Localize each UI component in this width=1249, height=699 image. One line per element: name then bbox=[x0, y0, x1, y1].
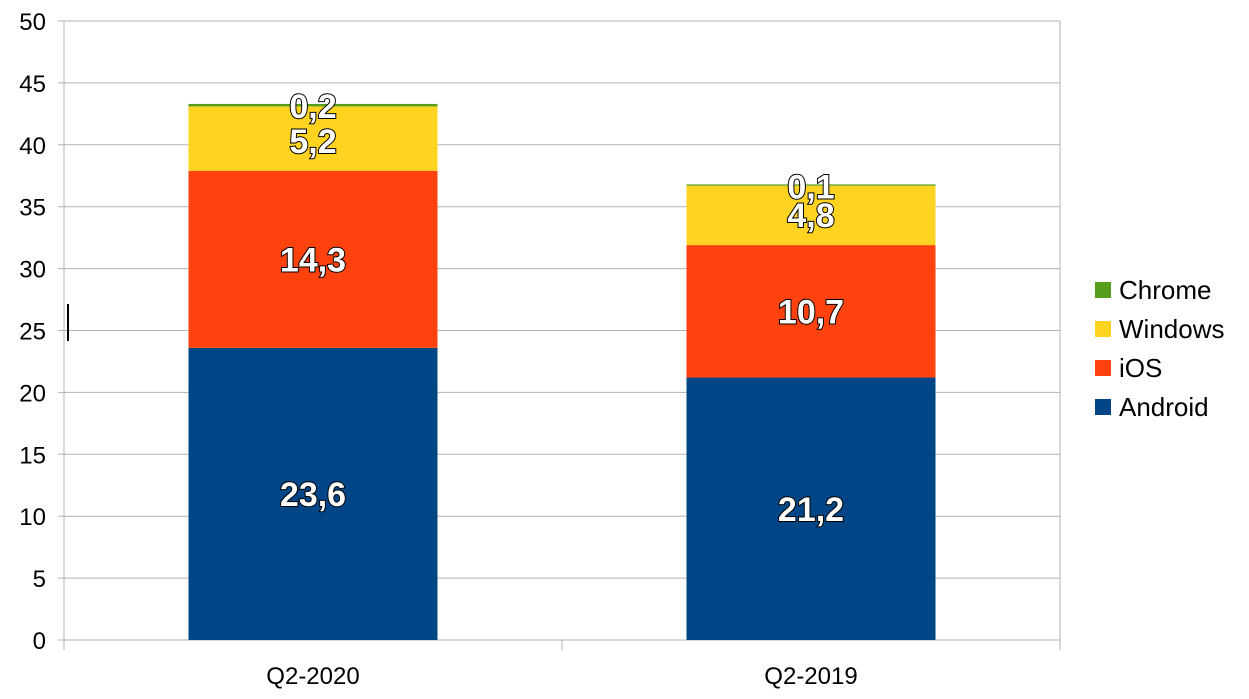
x-tick-label: Q2-2020 bbox=[266, 663, 359, 690]
y-tick-label: 50 bbox=[19, 9, 46, 36]
data-label-windows: 4,8 bbox=[787, 197, 834, 235]
data-label-android: 21,2 bbox=[778, 491, 844, 529]
y-tick-label: 40 bbox=[19, 133, 46, 160]
legend-label-chrome: Chrome bbox=[1119, 275, 1211, 305]
y-tick-label: 15 bbox=[19, 442, 46, 469]
y-tick-label: 20 bbox=[19, 380, 46, 407]
data-labels: 23,6 14,3 5,20,2 21,2 10,7 4,80,1 bbox=[279, 87, 845, 530]
y-tick-label: 45 bbox=[19, 71, 46, 98]
bars bbox=[188, 103, 936, 640]
y-tick-label: 35 bbox=[19, 195, 46, 222]
data-label-chrome: 0,1 bbox=[787, 168, 834, 206]
axes: 0 5 10 15 20 25 30 35 40 45 50 Q2-2020 Q2-2019 bbox=[19, 9, 1061, 690]
bar-segment-ios bbox=[686, 245, 936, 378]
bar-segment-windows bbox=[686, 185, 936, 246]
legend-swatch-android bbox=[1095, 399, 1111, 415]
bar-segment-ios bbox=[188, 170, 438, 348]
bar-segment-chrome bbox=[686, 184, 936, 186]
bar-segment-windows bbox=[188, 106, 438, 171]
legend: Chrome Windows iOS Android bbox=[1095, 275, 1224, 422]
data-label-windows: 5,2 bbox=[289, 123, 336, 161]
legend-swatch-chrome bbox=[1095, 282, 1111, 298]
y-tick-label: 30 bbox=[19, 257, 46, 284]
y-tick-label: 5 bbox=[33, 566, 46, 593]
bar-segment-chrome bbox=[188, 103, 438, 107]
data-label-android: 23,6 bbox=[280, 476, 346, 514]
data-label-chrome: 0,2 bbox=[289, 88, 336, 126]
legend-label-ios: iOS bbox=[1119, 353, 1162, 383]
data-label-ios: 14,3 bbox=[280, 241, 346, 279]
y-tick-label: 10 bbox=[19, 504, 46, 531]
legend-swatch-ios bbox=[1095, 360, 1111, 376]
x-tick-label: Q2-2019 bbox=[764, 663, 857, 690]
legend-swatch-windows bbox=[1095, 321, 1111, 337]
y-tick-label: 0 bbox=[33, 628, 46, 655]
bar-segment-android bbox=[188, 347, 438, 640]
y-tick-label: 25 bbox=[19, 319, 46, 346]
legend-label-windows: Windows bbox=[1119, 314, 1224, 344]
data-label-ios: 10,7 bbox=[778, 293, 844, 331]
legend-label-android: Android bbox=[1119, 392, 1209, 422]
bar-segment-android bbox=[686, 377, 936, 640]
